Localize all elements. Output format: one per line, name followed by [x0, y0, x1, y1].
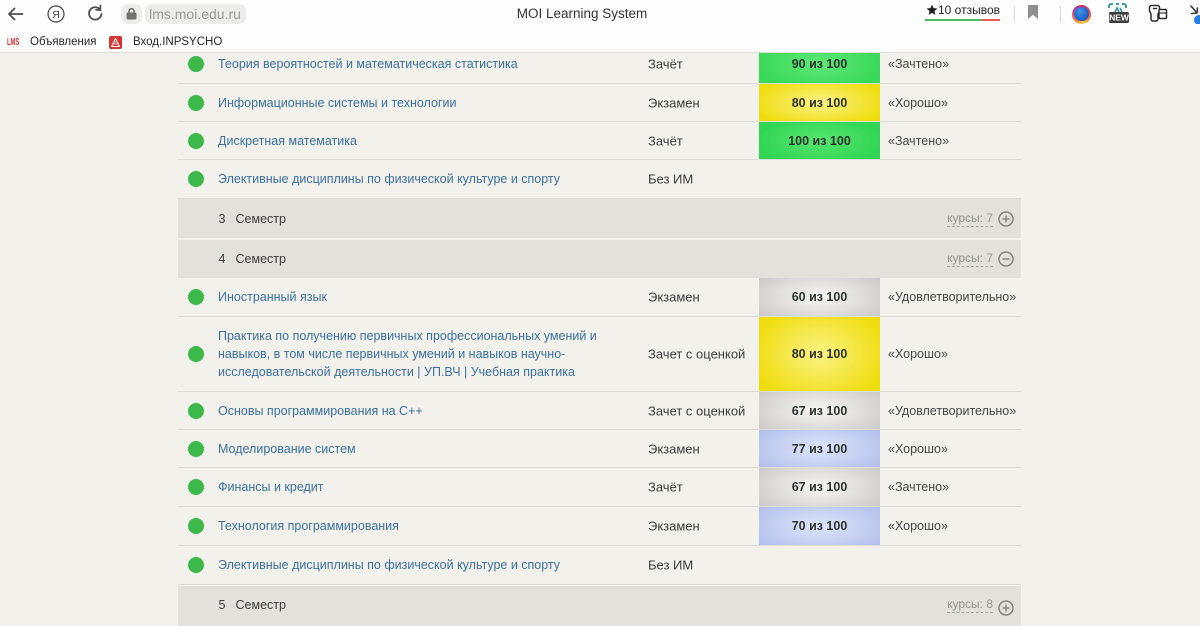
- svg-text:Я: Я: [52, 9, 60, 21]
- svg-text:NEW: NEW: [1109, 13, 1130, 23]
